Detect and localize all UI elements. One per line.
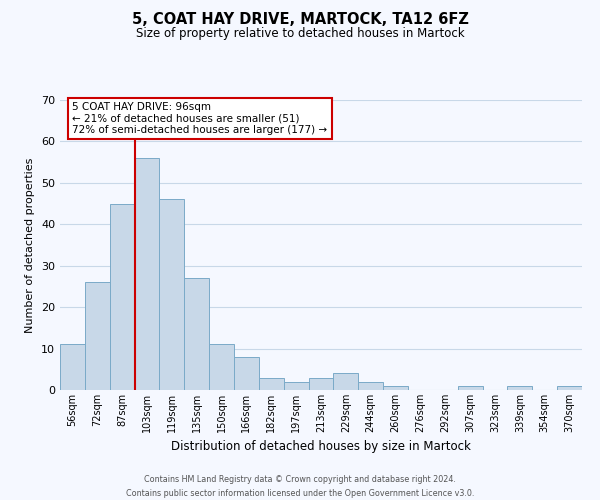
Text: 5, COAT HAY DRIVE, MARTOCK, TA12 6FZ: 5, COAT HAY DRIVE, MARTOCK, TA12 6FZ bbox=[131, 12, 469, 28]
X-axis label: Distribution of detached houses by size in Martock: Distribution of detached houses by size … bbox=[171, 440, 471, 454]
Bar bbox=[60, 344, 85, 390]
Bar bbox=[160, 200, 184, 390]
Text: Size of property relative to detached houses in Martock: Size of property relative to detached ho… bbox=[136, 28, 464, 40]
Bar bbox=[209, 344, 234, 390]
Bar bbox=[284, 382, 308, 390]
Bar bbox=[259, 378, 284, 390]
Bar bbox=[85, 282, 110, 390]
Bar bbox=[557, 386, 582, 390]
Bar bbox=[334, 374, 358, 390]
Bar bbox=[234, 357, 259, 390]
Bar bbox=[308, 378, 334, 390]
Bar bbox=[358, 382, 383, 390]
Text: 5 COAT HAY DRIVE: 96sqm
← 21% of detached houses are smaller (51)
72% of semi-de: 5 COAT HAY DRIVE: 96sqm ← 21% of detache… bbox=[73, 102, 328, 136]
Bar bbox=[184, 278, 209, 390]
Bar bbox=[508, 386, 532, 390]
Y-axis label: Number of detached properties: Number of detached properties bbox=[25, 158, 35, 332]
Bar bbox=[458, 386, 482, 390]
Bar bbox=[110, 204, 134, 390]
Text: Contains HM Land Registry data © Crown copyright and database right 2024.
Contai: Contains HM Land Registry data © Crown c… bbox=[126, 476, 474, 498]
Bar bbox=[134, 158, 160, 390]
Bar bbox=[383, 386, 408, 390]
